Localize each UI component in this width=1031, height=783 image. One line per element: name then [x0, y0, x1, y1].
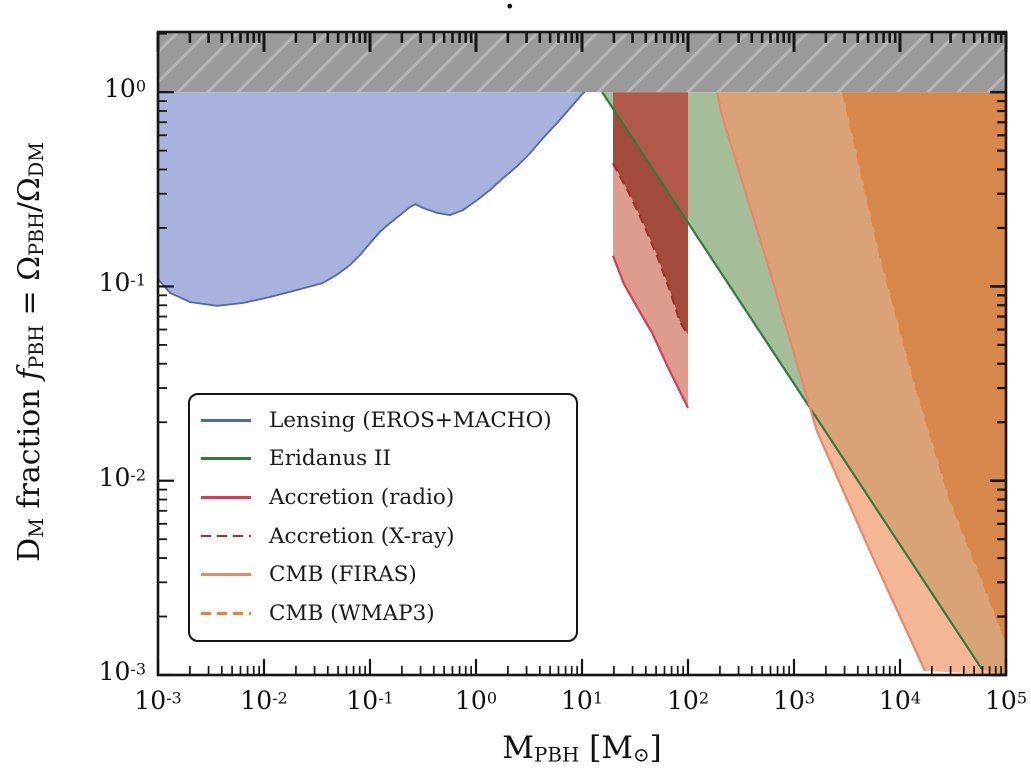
curve-lensing-eros-macho	[157, 91, 586, 307]
legend-label: CMB (FIRAS)	[269, 562, 417, 588]
x-tick-label: 10-3	[134, 686, 182, 715]
curve-eridanus-ii	[601, 91, 983, 670]
legend-item-accretion-x-ray: Accretion (X-ray)	[190, 517, 576, 556]
x-tick-label: 105	[985, 686, 1027, 715]
legend-item-accretion-radio: Accretion (radio)	[190, 478, 576, 517]
curve-accretion-x-ray	[612, 162, 689, 336]
axis-ticks	[156, 32, 1008, 677]
lensing-eros-macho-line-sample	[201, 418, 251, 422]
legend-label: Accretion (X-ray)	[269, 523, 455, 549]
legend-item-cmb-wmap3: CMB (WMAP3)	[190, 594, 576, 633]
curve-cmb-wmap3	[841, 91, 1007, 641]
y-axis-label: DM fraction fPBH = ΩPBH/ΩDM	[12, 142, 48, 562]
x-tick-label: 10-1	[346, 686, 394, 715]
eridanus-ii-line-sample	[201, 457, 251, 461]
legend-label: Eridanus II	[269, 446, 391, 472]
curve-accretion-radio	[611, 255, 689, 409]
y-tick-label: 100	[104, 74, 146, 104]
legend-label: Lensing (EROS+MACHO)	[269, 407, 552, 433]
legend-label: Accretion (radio)	[269, 484, 455, 510]
x-tick-label: 100	[455, 686, 497, 715]
wmap3-fill	[843, 92, 1006, 641]
cmb-wmap3-line-sample	[201, 611, 251, 615]
x-tick-label: 103	[773, 686, 815, 715]
curve-cmb-firas	[716, 91, 926, 672]
y-tick-label: 10-2	[98, 462, 146, 492]
accretion-x-ray-line-sample	[201, 534, 251, 538]
accretion-radio-line-sample	[201, 495, 251, 499]
title-dot: .	[504, 0, 515, 17]
cmb-firas-line-sample	[201, 573, 251, 577]
y-tick-label: 10-3	[98, 657, 146, 686]
accretion-overlap-dark	[613, 109, 688, 335]
accretion-radio-only	[613, 163, 688, 408]
legend-item-lensing-eros-macho: Lensing (EROS+MACHO)	[190, 401, 576, 440]
x-tick-label: 102	[667, 686, 709, 715]
lensing-fill	[158, 92, 586, 306]
x-tick-label: 10-2	[240, 686, 288, 715]
legend-item-eridanus-ii: Eridanus II	[190, 440, 576, 479]
legend: Lensing (EROS+MACHO) Eridanus II Accretion…	[188, 393, 578, 642]
legend-label: CMB (WMAP3)	[269, 600, 435, 626]
legend-item-cmb-firas: CMB (FIRAS)	[190, 555, 576, 594]
x-axis-label: MPBH [M⊙]	[502, 730, 662, 767]
x-tick-label: 104	[879, 686, 921, 715]
x-tick-label: 101	[561, 686, 603, 715]
y-tick-label: 10-1	[98, 268, 146, 298]
accretion-overlap-light	[613, 92, 688, 225]
